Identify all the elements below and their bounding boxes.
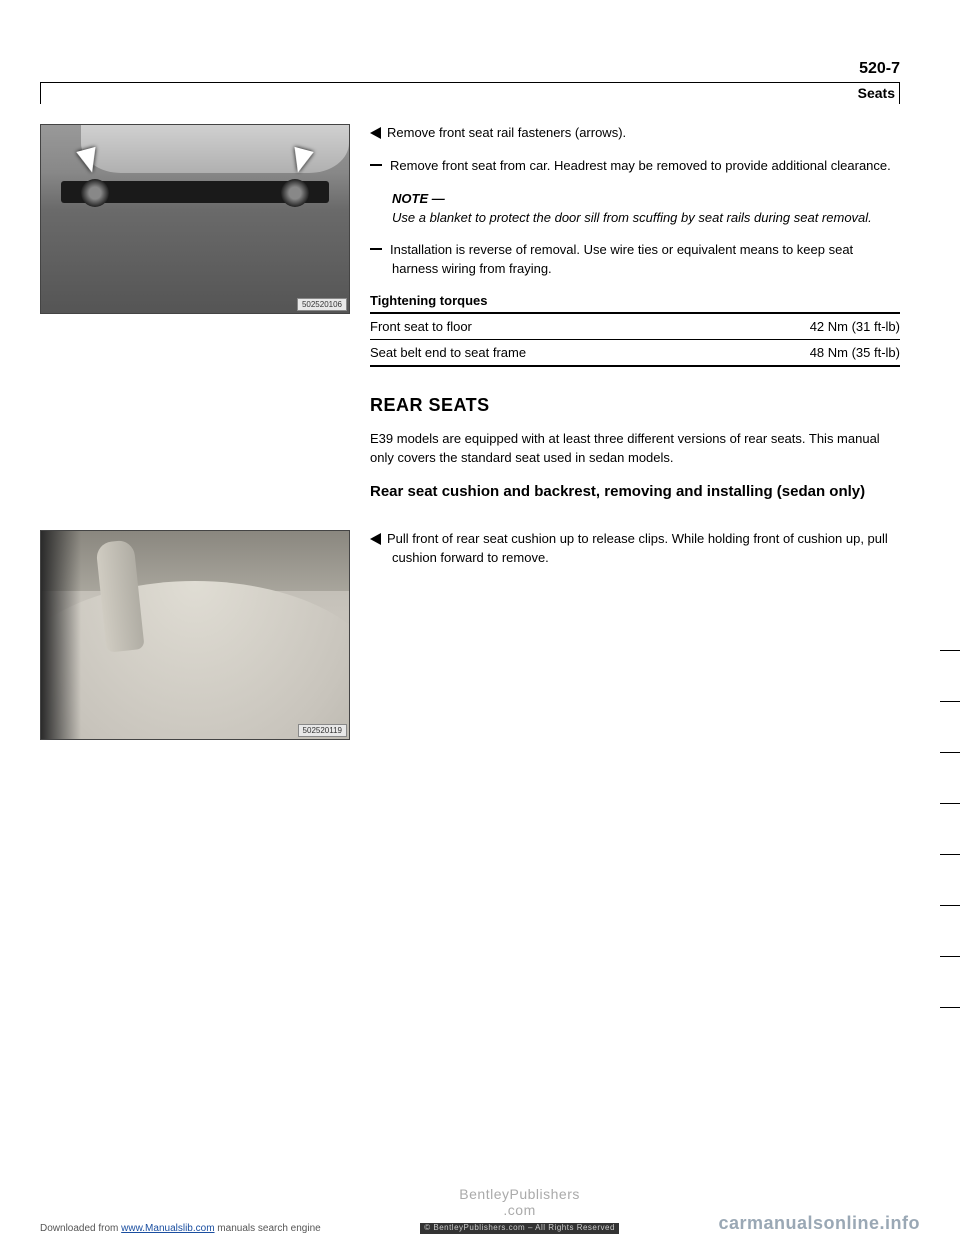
page-header: 520-7 [40, 60, 900, 78]
footer-publisher: BentleyPublishers .com © BentleyPublishe… [420, 1187, 619, 1234]
table-row: Front seat to floor 42 Nm (31 ft-lb) [370, 314, 900, 339]
figure-seat-rail-fasteners: 502520106 [40, 124, 350, 314]
torque-value: 42 Nm (31 ft-lb) [810, 319, 900, 334]
figure-id-badge: 502520119 [298, 724, 347, 737]
rear-seats-intro: E39 models are equipped with at least th… [370, 430, 900, 468]
triangle-bullet-icon [370, 533, 381, 545]
dash-bullet-icon [370, 248, 382, 250]
figure-id-badge: 502520106 [297, 298, 347, 311]
table-row: Seat belt end to seat frame 48 Nm (35 ft… [370, 339, 900, 365]
manualslib-link[interactable]: www.Manualslib.com [121, 1223, 214, 1234]
step-remove-seat: Remove front seat from car. Headrest may… [370, 157, 900, 176]
footer-download-source: Downloaded from www.Manualslib.com manua… [40, 1223, 321, 1234]
heading-rear-seats: REAR SEATS [370, 395, 900, 416]
step-remove-fasteners: Remove front seat rail fasteners (arrows… [370, 124, 900, 143]
torque-value: 48 Nm (35 ft-lb) [810, 345, 900, 360]
subheading-rear-cushion: Rear seat cushion and backrest, removing… [370, 482, 900, 502]
torque-heading: Tightening torques [370, 293, 900, 308]
note-heading: NOTE — [392, 190, 900, 209]
footer-watermark: carmanualsonline.info [718, 1213, 920, 1234]
page-footer: Downloaded from www.Manualslib.com manua… [0, 1187, 960, 1234]
header-rule: Seats [40, 82, 900, 104]
step-installation: Installation is reverse of removal. Use … [370, 241, 900, 279]
torque-label: Front seat to floor [370, 319, 472, 334]
dash-bullet-icon [370, 164, 382, 166]
step-pull-cushion: Pull front of rear seat cushion up to re… [370, 530, 900, 568]
figure-rear-seat-cushion: 502520119 [40, 530, 350, 740]
torque-label: Seat belt end to seat frame [370, 345, 526, 360]
torque-table: Front seat to floor 42 Nm (31 ft-lb) Sea… [370, 312, 900, 367]
triangle-bullet-icon [370, 127, 381, 139]
note-block: NOTE — Use a blanket to protect the door… [370, 190, 900, 228]
section-label: Seats [858, 85, 895, 101]
page-edge-index-marks [940, 650, 960, 1058]
note-body: Use a blanket to protect the door sill f… [392, 209, 900, 228]
page-number: 520-7 [859, 60, 900, 77]
